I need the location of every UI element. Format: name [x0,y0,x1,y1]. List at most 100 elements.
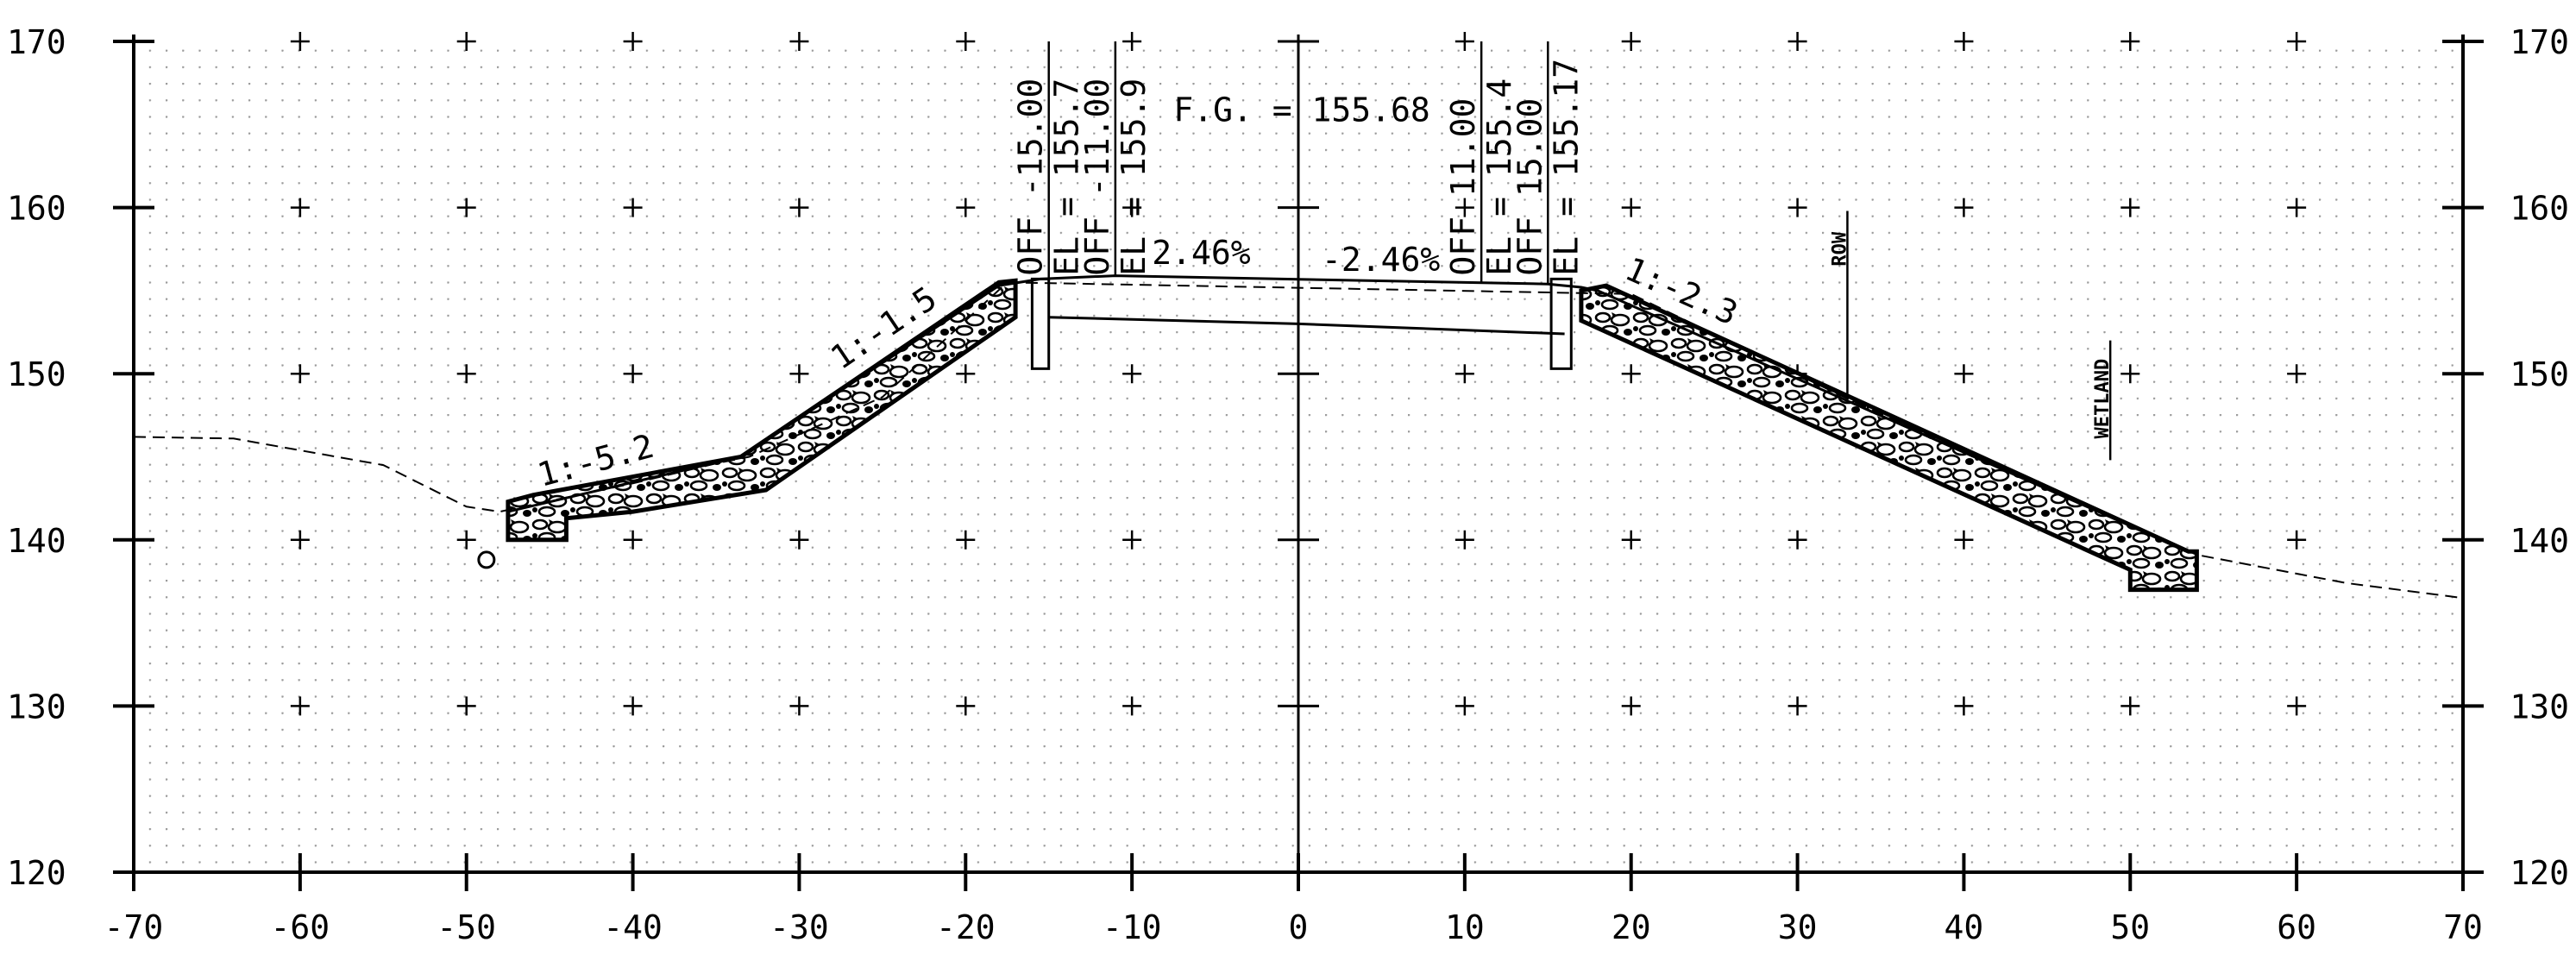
grid-plus-mark [1122,364,1142,384]
y-tick-label-right: 120 [2510,854,2569,892]
grid-plus-mark [623,364,643,384]
y-tick-label-right: 130 [2510,688,2569,726]
grid-plus-mark [2287,198,2307,217]
x-tick-label: -10 [1103,908,1162,946]
y-tick-labels-right: 120 130 140 150 160 170 [2510,23,2569,892]
riprap-right-slope [1579,283,2199,593]
callout-left-offset-2: OFF -11.00 [1078,79,1116,276]
curb-right [1549,277,1573,370]
x-tick-label: 30 [1778,908,1818,946]
grid-plus-mark [1954,364,1974,384]
row-label: ROW [1829,231,1850,266]
grid-plus-mark [1954,32,1974,51]
y-tick-label-right: 170 [2510,23,2569,61]
grid-plus-mark [456,32,476,51]
callout-left-elevation-1: EL = 155.7 [1048,79,1086,276]
grid-plus-mark [1621,198,1641,217]
grid-plus-mark [1787,198,1807,217]
x-tick-label: 10 [1445,908,1485,946]
grid-plus-mark [2287,530,2307,550]
x-tick-label: -30 [770,908,829,946]
y-tick-label-right: 150 [2510,355,2569,393]
axes [129,35,2467,876]
curb-left [1030,277,1051,370]
grid-plus-mark [789,696,809,716]
grid-plus-mark [1454,696,1474,716]
cross-slope-label-right: -2.46% [1322,241,1440,279]
grid-plus-mark [456,696,476,716]
grid-plus-mark [1122,198,1142,217]
y-tick-label-left: 150 [7,355,66,393]
x-tick-label: 20 [1612,908,1651,946]
wetland-label: WETLAND [2092,359,2114,439]
grid-plus-mark [789,530,809,550]
y-tick-labels-left: 120 130 140 150 160 170 [7,23,66,892]
grid-plus-mark [1787,32,1807,51]
grid-plus-mark [623,696,643,716]
grid-plus-mark [290,364,310,384]
callout-left-offset-1: OFF -15.00 [1012,79,1050,276]
grid-plus-mark [1122,32,1142,51]
grid-plus-mark [623,530,643,550]
x-tick-label: 70 [2443,908,2483,946]
callout-left-elevation-2: EL = 155.9 [1115,79,1153,276]
grid-plus-mark [956,198,976,217]
grid-plus-mark [623,32,643,51]
grid-plus-mark [1621,32,1641,51]
cross-slope-label-left: 2.46% [1152,234,1251,272]
x-tick-label: 40 [1945,908,1984,946]
grid-plus-mark [2120,696,2140,716]
grid-plus-mark [2120,198,2140,217]
x-tick-label: 50 [2110,908,2150,946]
grid-plus-mark [1122,696,1142,716]
grid-plus-mark [1621,530,1641,550]
x-tick-labels: -70 -60 -50 -40 -30 -20 -10 0 10 20 30 40 50 60 70 [104,908,2483,946]
callout-right-offset-2: OFF 15.00 [1511,98,1549,276]
grid-plus-mark [1787,530,1807,550]
circle-marker [477,550,496,569]
x-tick-label: 60 [2277,908,2316,946]
grid-plus-mark [1954,198,1974,217]
grid-plus-mark [456,198,476,217]
grid-plus-mark [290,198,310,217]
grid-plus-mark [956,530,976,550]
grid-plus-mark [1454,32,1474,51]
x-tick-label: -40 [603,908,663,946]
callout-right-elevation-1: EL = 155.4 [1480,79,1518,276]
grid-plus-mark [2287,696,2307,716]
y-tick-label-left: 120 [7,854,66,892]
grid-plus-mark [789,32,809,51]
section-shapes [133,41,2464,600]
y-tick-label-right: 140 [2510,522,2569,560]
grid-plus-marks [290,32,2307,716]
grid-plus-mark [789,364,809,384]
grid-plus-mark [2287,32,2307,51]
grid-plus-mark [456,364,476,384]
x-tick-label: -50 [437,908,496,946]
x-tick-label: -20 [936,908,996,946]
y-tick-label-left: 170 [7,23,66,61]
x-tick-label: -70 [104,908,164,946]
x-tick-label: -60 [271,908,330,946]
grid-plus-mark [1954,696,1974,716]
grid-plus-mark [623,198,643,217]
callout-right-elevation-2: EL = 155.17 [1547,59,1585,276]
grid-plus-mark [1122,530,1142,550]
grid-plus-mark [456,530,476,550]
riprap-left-slope [506,278,1018,543]
y-tick-label-right: 160 [2510,190,2569,228]
grid-plus-mark [956,32,976,51]
grid-plus-mark [290,696,310,716]
grid-plus-mark [1454,530,1474,550]
y-tick-label-left: 160 [7,190,66,228]
grid-plus-mark [1454,364,1474,384]
grid-plus-mark [1787,696,1807,716]
fg-label: F.G. = 155.68 [1173,91,1429,129]
y-tick-label-left: 130 [7,688,66,726]
grid-plus-mark [2120,32,2140,51]
finished-grade-line [507,274,2190,553]
grid-plus-mark [956,364,976,384]
y-tick-label-left: 140 [7,522,66,560]
grid-plus-mark [956,696,976,716]
